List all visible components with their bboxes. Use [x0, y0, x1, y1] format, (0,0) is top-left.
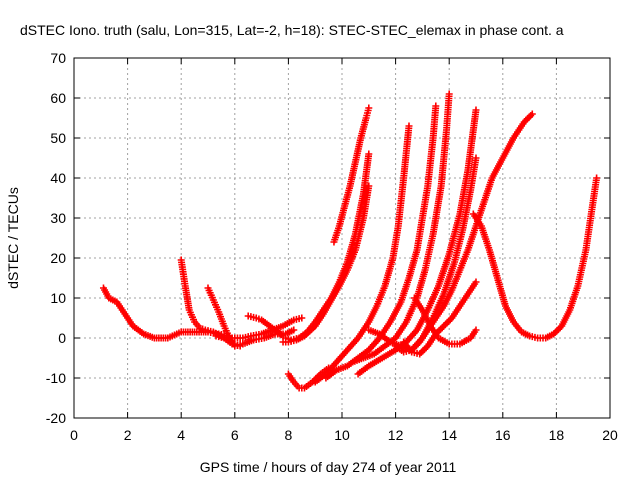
x-axis-label: GPS time / hours of day 274 of year 2011: [200, 459, 457, 475]
y-tick-label: 70: [50, 50, 66, 66]
x-tick-label: 6: [231, 427, 239, 443]
x-tick-label: 12: [388, 427, 404, 443]
chart-title: dSTEC Iono. truth (salu, Lon=315, Lat=-2…: [20, 22, 564, 38]
data-point-marker: [472, 154, 480, 162]
y-tick-label: 40: [50, 170, 66, 186]
y-tick-label: 60: [50, 90, 66, 106]
x-tick-label: 2: [124, 427, 132, 443]
data-point-marker: [593, 174, 601, 182]
data-point-marker: [298, 314, 306, 322]
y-tick-label: 10: [50, 290, 66, 306]
y-tick-label: -10: [46, 370, 66, 386]
chart-markers: [99, 90, 601, 392]
y-tick-label: 0: [58, 330, 66, 346]
data-point-marker: [365, 150, 373, 158]
data-point-marker: [472, 326, 480, 334]
y-tick-label: 30: [50, 210, 66, 226]
data-point-marker: [445, 90, 453, 98]
data-point-marker: [472, 106, 480, 114]
x-tick-label: 0: [70, 427, 78, 443]
x-tick-label: 18: [549, 427, 565, 443]
x-tick-label: 10: [334, 427, 350, 443]
x-tick-label: 4: [177, 427, 185, 443]
x-tick-label: 20: [602, 427, 618, 443]
data-point-marker: [472, 278, 480, 286]
data-point-marker: [405, 122, 413, 130]
data-point-marker: [432, 102, 440, 110]
y-axis: -20 -10 0 10 20 30 40 50 60 70: [46, 50, 610, 426]
x-tick-label: 16: [495, 427, 511, 443]
x-tick-label: 8: [285, 427, 293, 443]
x-axis: 0 2 4 6 8 10 12 14 16 18 20: [70, 58, 618, 443]
y-tick-label: 50: [50, 130, 66, 146]
data-point-marker: [290, 326, 298, 334]
data-point-marker: [365, 182, 373, 190]
y-axis-label: dSTEC / TECUs: [5, 187, 21, 289]
x-tick-label: 14: [441, 427, 457, 443]
data-point-marker: [365, 104, 373, 112]
data-point-marker: [528, 110, 536, 118]
y-tick-label: -20: [46, 410, 66, 426]
y-tick-label: 20: [50, 250, 66, 266]
